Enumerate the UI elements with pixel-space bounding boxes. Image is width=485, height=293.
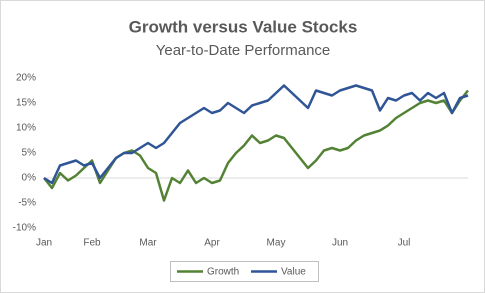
legend-box xyxy=(170,261,319,282)
y-tick-label: 20% xyxy=(16,73,36,84)
y-tick-label: -5% xyxy=(18,198,36,209)
x-tick-label: Apr xyxy=(204,238,220,249)
chart-title: Growth versus Value Stocks xyxy=(129,17,358,36)
x-tick-label: Jul xyxy=(398,238,411,249)
y-tick-label: 10% xyxy=(16,123,36,134)
x-tick-label: Jan xyxy=(36,238,52,249)
chart-subtitle: Year-to-Date Performance xyxy=(156,42,331,59)
legend-label: Growth xyxy=(207,267,239,278)
x-tick-label: Mar xyxy=(139,238,157,249)
x-tick-label: May xyxy=(267,238,286,249)
series-line xyxy=(43,84,469,185)
x-tick-label: Feb xyxy=(83,238,101,249)
y-tick-label: -10% xyxy=(13,223,36,234)
y-tick-label: 5% xyxy=(22,148,37,159)
y-tick-label: 0% xyxy=(22,173,37,184)
y-tick-label: 15% xyxy=(16,98,36,109)
x-tick-label: Jun xyxy=(332,238,348,249)
legend-label: Value xyxy=(281,267,306,278)
